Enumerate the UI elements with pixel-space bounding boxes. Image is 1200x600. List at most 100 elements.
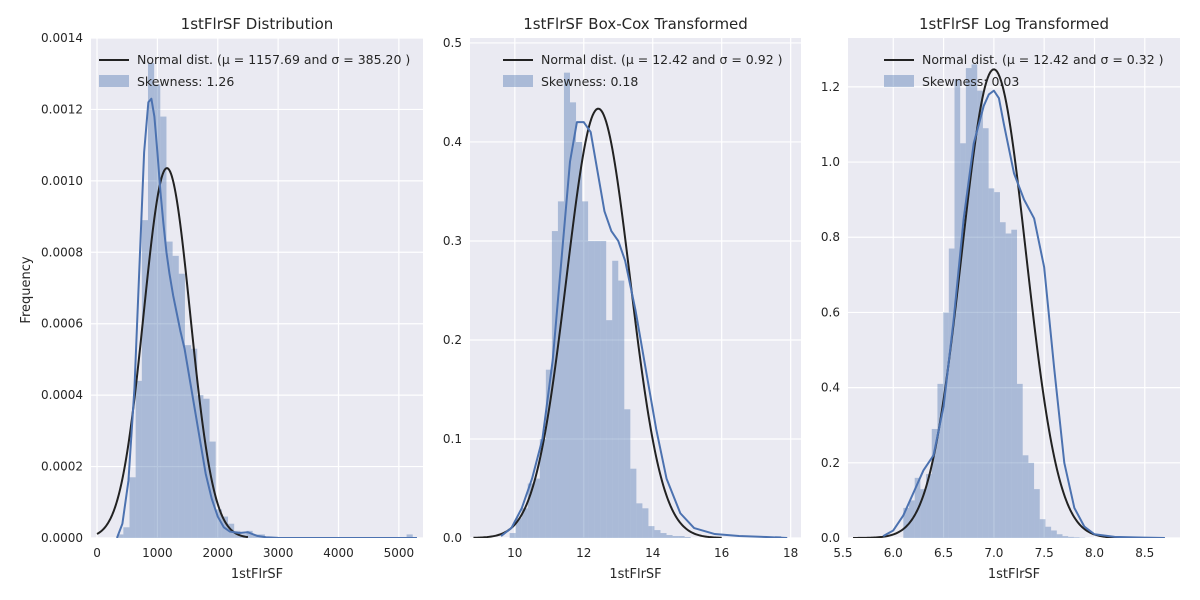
kde-line: [116, 97, 417, 538]
x-axis-label: 1stFlrSF: [988, 567, 1040, 582]
y-tick-label: 0.0008: [41, 245, 83, 259]
histogram-bar: [515, 518, 522, 538]
x-tick-label: 5000: [384, 546, 415, 560]
histogram-bar: [960, 143, 966, 538]
histogram-bar: [618, 280, 625, 538]
plot-content: [96, 63, 417, 538]
x-tick-label: 0: [93, 546, 101, 560]
histogram-bar: [624, 409, 631, 538]
histogram-bar: [527, 483, 534, 538]
histogram-bar: [123, 527, 130, 538]
histogram-bar: [948, 248, 955, 538]
histogram-bar: [999, 222, 1006, 538]
y-tick-label: 0.6: [821, 305, 840, 319]
normal-fit-line: [96, 167, 249, 538]
histogram-bar: [1068, 536, 1074, 538]
histogram-bar: [191, 348, 198, 538]
histogram-bar: [545, 369, 552, 538]
x-tick-label: 6.0: [884, 546, 903, 560]
histogram-bar: [1034, 489, 1040, 538]
histogram-bar: [147, 63, 155, 538]
legend-hist-swatch: [99, 75, 129, 87]
histogram-bar: [521, 508, 528, 538]
histogram-bar: [588, 240, 595, 538]
histogram-bar: [1051, 530, 1057, 538]
legend-skewness-label: Skewness: 0.03: [922, 74, 1019, 89]
histogram-bar: [636, 503, 643, 538]
histogram-bar: [557, 201, 564, 538]
histogram-bar: [654, 530, 661, 538]
histogram-bar: [203, 398, 210, 538]
chart-title: 1stFlrSF Box-Cox Transformed: [523, 15, 748, 33]
chart-panel-3: 5.5 6.0 6.5 7.0 7.5 8.0 8.5 0.0 0.2 0.4 0.6 0.8 1.0 1…: [821, 15, 1180, 582]
x-tick-label: 7.0: [984, 546, 1003, 560]
histogram-bar: [684, 537, 691, 538]
x-tick-label: 8.5: [1135, 546, 1154, 560]
chart-title: 1stFlrSF Distribution: [181, 15, 334, 33]
x-tick-label: 4000: [323, 546, 354, 560]
histogram-bar: [594, 240, 601, 538]
legend-skewness-label: Skewness: 1.26: [137, 74, 234, 89]
histogram-bar: [166, 241, 173, 538]
histogram-bar: [184, 345, 192, 538]
kde-line: [500, 121, 788, 538]
legend-normal-label: Normal dist. (μ = 1157.69 and σ = 385.20…: [137, 52, 410, 67]
y-tick-label: 0.1: [443, 432, 462, 446]
legend: Normal dist. (μ = 12.42 and σ = 0.32 ) Sk…: [884, 52, 1164, 89]
histogram-bar: [1022, 455, 1029, 538]
histogram-bar: [630, 468, 637, 538]
x-tick-label: 5.5: [833, 546, 852, 560]
histogram-bar: [600, 240, 607, 538]
y-tick-label: 0.0002: [41, 460, 83, 474]
histogram-bar: [576, 141, 583, 538]
histogram-bar: [612, 260, 619, 538]
histogram-bar: [154, 84, 161, 538]
x-axis-label: 1stFlrSF: [609, 567, 661, 582]
x-tick-label: 16: [714, 546, 729, 560]
x-tick-label: 18: [783, 546, 798, 560]
y-tick-label: 0.4: [443, 135, 462, 149]
histogram-bar: [141, 220, 148, 538]
histogram-bar: [539, 438, 546, 538]
histogram-bar: [678, 536, 685, 538]
kde-line: [882, 89, 1165, 538]
chart-panel-2: 10 12 14 16 18 0.0 0.1 0.2 0.3 0.4 0.5 1stFlrSF Box…: [443, 15, 801, 582]
histogram-bar: [160, 116, 167, 538]
normal-fit-line: [473, 107, 722, 538]
plot-area: [848, 38, 1180, 538]
histogram-bar: [926, 474, 932, 538]
x-tick-label: 12: [576, 546, 591, 560]
legend-skewness-label: Skewness: 0.18: [541, 74, 638, 89]
histogram-bar: [977, 90, 983, 538]
normal-fit-line: [853, 68, 1120, 538]
x-axis-label: 1stFlrSF: [231, 567, 283, 582]
legend-hist-swatch: [503, 75, 533, 87]
histogram-bar: [172, 255, 179, 538]
histogram-bar: [215, 509, 222, 538]
histogram-bar: [1011, 229, 1018, 538]
y-tick-label: 0.0012: [41, 102, 83, 116]
x-tick-label: 8.0: [1085, 546, 1104, 560]
histogram-bar: [994, 192, 1000, 538]
histogram-bar: [982, 128, 989, 538]
histogram-bar: [965, 68, 972, 538]
histogram-bar: [246, 530, 253, 538]
histogram-bar: [1028, 462, 1035, 538]
legend: Normal dist. (μ = 12.42 and σ = 0.92 ) Sk…: [503, 52, 783, 89]
histogram-bar: [672, 536, 679, 538]
legend-hist-swatch: [884, 75, 914, 87]
x-tick-label: 7.5: [1035, 546, 1054, 560]
y-tick-label: 0.2: [821, 456, 840, 470]
y-tick-label: 1.0: [821, 155, 840, 169]
histogram-bar: [563, 72, 570, 538]
legend: Normal dist. (μ = 1157.69 and σ = 385.20…: [99, 52, 410, 89]
histogram-bar: [569, 102, 577, 538]
histogram-bar: [937, 383, 944, 538]
x-tick-label: 2000: [202, 546, 233, 560]
y-tick-label: 0.2: [443, 333, 462, 347]
plot-content: [473, 72, 788, 538]
histogram-bar: [943, 312, 949, 538]
y-axis-label: Frequency: [19, 256, 34, 323]
histogram-bar: [509, 533, 516, 538]
